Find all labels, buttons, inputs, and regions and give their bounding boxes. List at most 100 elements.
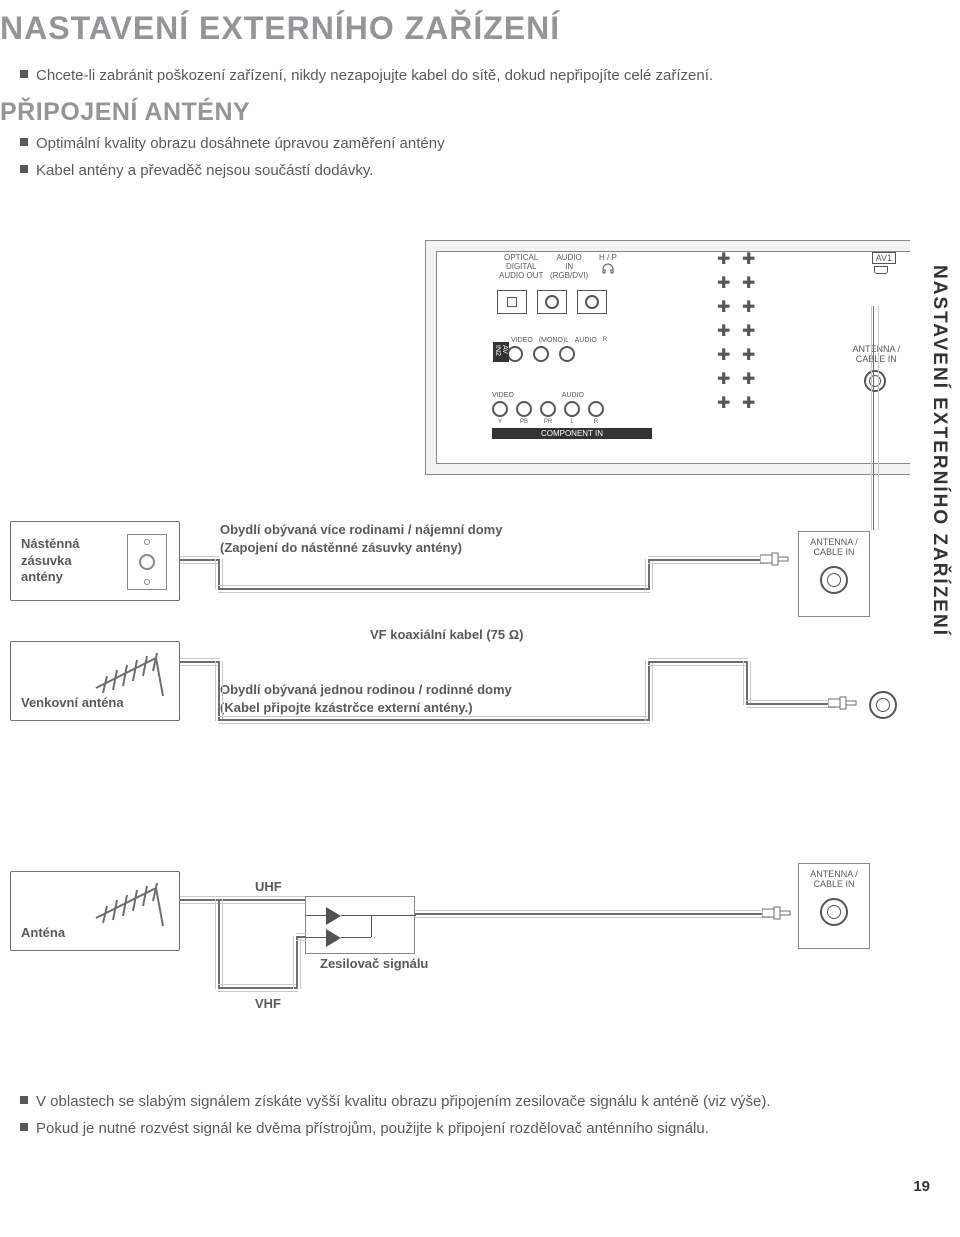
- screw-icon: ✚: [717, 348, 730, 364]
- line-to-panel: [873, 306, 875, 530]
- amp-line: [371, 915, 372, 937]
- footer-bullet-1: V oblastech se slabým signálem získáte v…: [0, 1091, 960, 1112]
- vhf-label: VHF: [255, 996, 281, 1011]
- outdoor-antenna-box: Venkovní anténa: [10, 641, 180, 721]
- av1-label: AV1: [872, 252, 896, 264]
- screw-icon: ✚: [717, 324, 730, 340]
- antenna-connection-diagram: Nástěnná zásuvka antény Venkovní anténa …: [0, 391, 960, 751]
- yagi-antenna-icon: [91, 878, 171, 928]
- tv-antenna-jack: [869, 691, 897, 719]
- coax-label: VF koaxiální kabel (75 Ω): [370, 626, 523, 644]
- amp-line: [341, 937, 371, 938]
- screw-icon: ✚: [717, 276, 730, 292]
- antenna-box: Anténa: [10, 871, 180, 951]
- section-title: PŘIPOJENÍ ANTÉNY: [0, 92, 960, 133]
- cable-segment: [218, 899, 220, 989]
- wall-jack-antenna: ANTENNA / CABLE IN: [798, 531, 870, 617]
- hp-label: H / P: [599, 254, 617, 278]
- amp-triangle-icon: [326, 929, 341, 947]
- screw-icon: ✚: [742, 372, 755, 388]
- top-jack-row: [497, 290, 607, 314]
- amp-line: [306, 937, 326, 938]
- headphone-icon: [601, 263, 615, 275]
- cable-segment: [415, 913, 770, 915]
- antenna-cable-label: ANTENNA / CABLE IN: [852, 345, 900, 365]
- cable-segment: [648, 661, 748, 663]
- screw-icon: ✚: [717, 372, 730, 388]
- page-number: 19: [913, 1178, 930, 1195]
- yagi-antenna-icon: [91, 648, 171, 698]
- antenna-jack: [864, 370, 886, 392]
- bullet-square-icon: [20, 138, 28, 146]
- audio-label: AUDIO: [575, 337, 597, 344]
- bullet-square-icon: [20, 165, 28, 173]
- coax-connector-icon: [828, 696, 858, 710]
- cable-segment: [296, 936, 298, 989]
- screw-icon: ✚: [717, 300, 730, 316]
- bullet-text: Pokud je nutné rozvést signál ke dvěma p…: [36, 1118, 709, 1139]
- rca-jack: [533, 346, 549, 362]
- screw-icon: ✚: [742, 324, 755, 340]
- uhf-label: UHF: [255, 879, 282, 894]
- section-bullet-1: Optimální kvality obrazu dosáhnete úprav…: [0, 133, 960, 154]
- coax-jack-icon: [820, 898, 848, 926]
- av-in2-block: AV IN2 VIDEO (MONO)L AUDIO R: [507, 337, 657, 362]
- cable-segment: [296, 936, 306, 938]
- amplifier-label: Zesilovač signálu: [320, 956, 428, 973]
- amplifier-diagram: Anténa UHF VHF Zesilovač signálu: [0, 841, 960, 1071]
- r-label: R: [603, 337, 607, 344]
- wall-socket-box: Nástěnná zásuvka antény: [10, 521, 180, 601]
- section-bullet-2: Kabel antény a převaděč nejsou součástí …: [0, 160, 960, 181]
- screw-icon: ✚: [742, 348, 755, 364]
- screw-icon: ✚: [742, 252, 755, 268]
- screw-icon: ✚: [742, 300, 755, 316]
- mono-label: (MONO)L: [539, 337, 569, 344]
- coax-connector-icon: [760, 552, 790, 566]
- screw-icon: ✚: [717, 252, 730, 268]
- bullet-square-icon: [20, 1123, 28, 1131]
- audio-in-label: AUDIO IN (RGB/DVI): [550, 254, 588, 280]
- rca-jack: [507, 346, 523, 362]
- bullet-square-icon: [20, 1096, 28, 1104]
- footer-bullet-2: Pokud je nutné rozvést signál ke dvěma p…: [0, 1118, 960, 1139]
- cable-segment: [746, 703, 836, 705]
- optical-jack: [497, 290, 527, 314]
- page-title: NASTAVENÍ EXTERNÍHO ZAŘÍZENÍ: [0, 0, 960, 65]
- bullet-text: Optimální kvality obrazu dosáhnete úprav…: [36, 133, 445, 154]
- cable-segment: [746, 661, 748, 705]
- cable-segment: [180, 661, 220, 663]
- av-in2-label: AV IN2: [493, 342, 509, 362]
- bullet-square-icon: [20, 70, 28, 78]
- screw-column-1: ✚ ✚ ✚ ✚ ✚ ✚ ✚: [717, 252, 730, 412]
- intro-bullet-text: Chcete-li zabránit poškození zařízení, n…: [36, 65, 713, 86]
- cable-segment: [648, 559, 768, 561]
- audio-in-jack: [537, 290, 567, 314]
- antenna-label: Anténa: [21, 925, 65, 940]
- video-label: VIDEO: [511, 337, 533, 344]
- antenna-cable-label: ANTENNA / CABLE IN: [810, 538, 858, 558]
- intro-bullet-row: Chcete-li zabránit poškození zařízení, n…: [0, 65, 960, 86]
- amp-line: [341, 915, 416, 916]
- amplifier-box: [305, 896, 415, 954]
- coax-connector-icon: [762, 906, 792, 920]
- single-family-label: Obydlí obývaná jednou rodinou / rodinné …: [220, 681, 512, 716]
- coax-jack-icon: [820, 566, 848, 594]
- cable-segment: [180, 899, 305, 901]
- cable-segment: [218, 588, 650, 590]
- bullet-text: Kabel antény a převaděč nejsou součástí …: [36, 160, 373, 181]
- bullet-text: V oblastech se slabým signálem získáte v…: [36, 1091, 771, 1112]
- cable-segment: [218, 719, 650, 721]
- hp-jack: [577, 290, 607, 314]
- cable-segment: [180, 559, 220, 561]
- scart-icon: [874, 266, 888, 274]
- screw-icon: ✚: [742, 276, 755, 292]
- wall-plate-icon: [127, 534, 167, 590]
- cable-segment: [648, 661, 650, 721]
- wall-socket-label: Nástěnná zásuvka antény: [11, 536, 101, 587]
- wall-jack-antenna-2: ANTENNA / CABLE IN: [798, 863, 870, 949]
- amp-triangle-icon: [326, 907, 341, 925]
- rca-jack: [559, 346, 575, 362]
- screw-column-2: ✚ ✚ ✚ ✚ ✚ ✚ ✚: [742, 252, 755, 412]
- multi-family-label: Obydlí obývaná více rodinami / nájemní d…: [220, 521, 502, 556]
- amp-line: [306, 915, 326, 916]
